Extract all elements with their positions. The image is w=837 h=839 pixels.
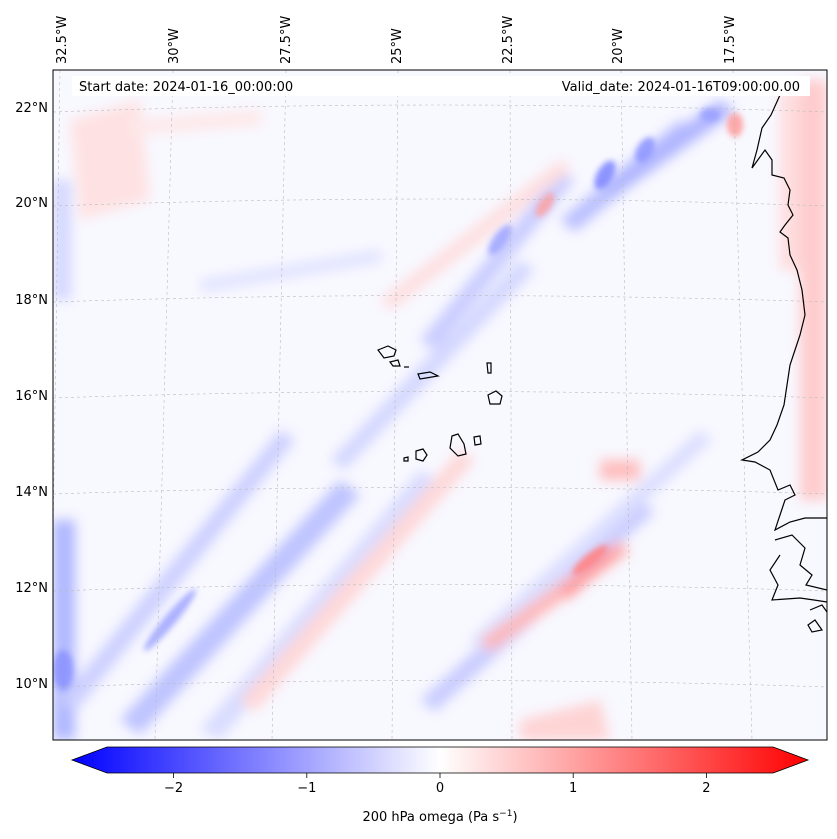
africa-coast <box>740 77 827 532</box>
parallel-10n <box>53 680 827 688</box>
omega-field <box>53 80 827 740</box>
colorbar-tick-label: 1 <box>569 781 577 796</box>
lat-label-22n: 22°N <box>15 101 48 116</box>
colorbar-tick-label: 2 <box>702 781 710 796</box>
meridian-27-5w <box>271 70 287 740</box>
coast-bissagos <box>807 604 827 633</box>
coast-guinea-1 <box>774 534 827 591</box>
island-sao-vicente <box>388 359 401 367</box>
meridian-30w <box>154 70 174 740</box>
colorbar-ticks: −2 −1 0 1 2 <box>164 773 711 796</box>
lat-label-14n: 14°N <box>15 485 48 500</box>
island-brava <box>403 456 409 462</box>
island-maio <box>473 435 482 446</box>
colorbar-tick-label: 0 <box>436 781 444 796</box>
lat-label-10n: 10°N <box>15 677 48 692</box>
meridian-22-5w <box>509 70 513 740</box>
meridian-20w <box>620 70 633 740</box>
lon-label-25w: 25°W <box>390 28 405 64</box>
parallel-20n <box>53 198 827 207</box>
map-frame <box>52 69 828 741</box>
lat-label-20n: 20°N <box>15 196 48 211</box>
colorbar-bar <box>70 746 810 774</box>
island-sal <box>486 362 492 374</box>
lat-label-16n: 16°N <box>15 389 48 404</box>
lat-label-12n: 12°N <box>15 581 48 596</box>
date-banner-bg <box>72 76 810 96</box>
island-fogo <box>415 448 428 462</box>
latitude-labels: 22°N 20°N 18°N 16°N 14°N 12°N 10°N <box>15 101 48 692</box>
colorbar-label-main: 200 hPa omega (Pa s <box>362 810 499 825</box>
graticule <box>53 70 827 740</box>
colorbar-label-exponent: −1 <box>499 809 512 819</box>
parallel-14n <box>53 487 827 495</box>
meridian-25w <box>391 70 399 740</box>
longitude-labels: 32.5°W 30°W 27.5°W 25°W 22.5°W 20°W 17.5… <box>55 16 738 64</box>
lat-label-18n: 18°N <box>15 293 48 308</box>
colorbar-tick-label: −2 <box>164 781 183 796</box>
lon-label-17-5w: 17.5°W <box>723 16 738 64</box>
island-sao-nicolau <box>417 371 440 380</box>
coastlines <box>377 77 827 633</box>
map-panel[interactable] <box>50 70 827 740</box>
lon-label-27-5w: 27.5°W <box>279 16 294 64</box>
map-background <box>53 70 827 740</box>
parallel-22n <box>53 104 827 113</box>
island-santo-antao <box>377 345 397 359</box>
parallel-12n <box>53 584 827 592</box>
colorbar-label-close: ) <box>512 810 517 825</box>
island-santiago <box>449 433 467 457</box>
coast-guinea-2 <box>769 554 827 603</box>
meridian-17-5w <box>732 70 753 740</box>
lon-label-30w: 30°W <box>167 28 182 64</box>
parallel-16n <box>53 391 827 399</box>
start-date-label: Start date: 2024-01-16_00:00:00 <box>79 80 293 95</box>
parallel-18n <box>53 295 827 303</box>
colorbar-label: 200 hPa omega (Pa s−1) <box>362 809 517 825</box>
colorbar: −2 −1 0 1 2 200 hPa omega (Pa s−1) <box>70 746 810 825</box>
lon-label-32-5w: 32.5°W <box>55 16 70 64</box>
colorbar-tick-label: −1 <box>297 781 316 796</box>
valid-date-label: Valid_date: 2024-01-16T09:00:00.00 <box>562 80 800 95</box>
island-boa-vista <box>487 390 503 405</box>
lon-label-22-5w: 22.5°W <box>501 16 516 64</box>
omega-field-detail <box>53 108 743 690</box>
lon-label-20w: 20°W <box>611 28 626 64</box>
